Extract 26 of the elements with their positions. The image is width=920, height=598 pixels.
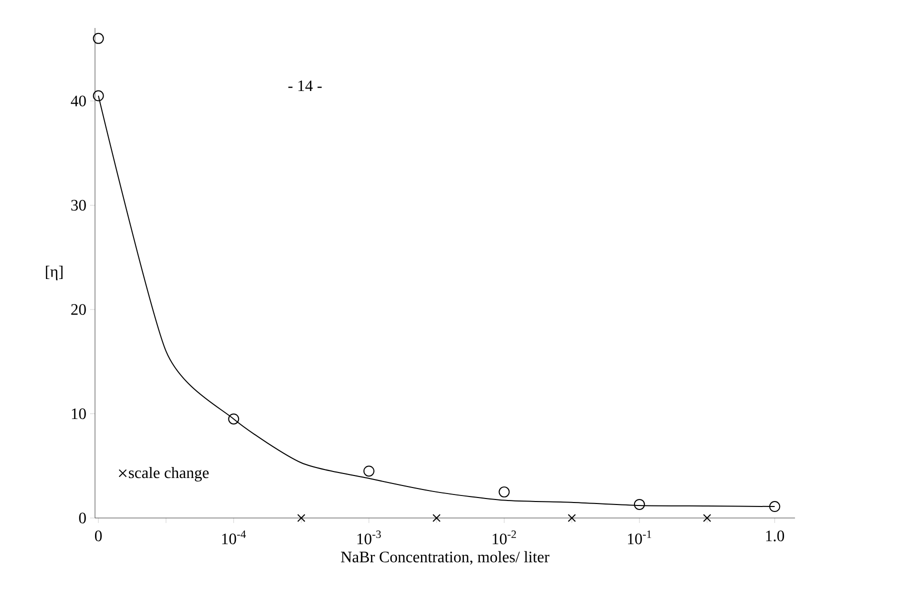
point <box>92 90 104 102</box>
x-tick-label: 10$^{-3}$ <box>357 530 381 544</box>
y-axis-title: [η] <box>46 266 63 280</box>
point <box>363 466 374 477</box>
legend-label: scale change <box>128 466 209 482</box>
y-tick-label: 40 <box>70 96 86 106</box>
x-tick-label: 10$^{-4}$ <box>222 530 246 544</box>
point <box>228 413 240 424</box>
x-tick-label: 10$^{-1}$ <box>628 530 652 544</box>
x-tick-label: 0 <box>95 530 102 542</box>
point <box>297 514 306 522</box>
x-axis-title: NaBr Concentration, moles/ liter <box>340 551 550 565</box>
x-tick-label: 1.0 <box>766 530 784 542</box>
point <box>769 501 780 512</box>
point <box>568 514 576 522</box>
point <box>498 486 510 498</box>
annotation: - 14 - <box>288 80 322 92</box>
point <box>432 514 441 522</box>
y-tick-label: 30 <box>71 200 86 211</box>
point <box>703 514 712 522</box>
x-tick-label: 10$^{-2}$ <box>492 530 516 544</box>
point <box>92 32 104 44</box>
point <box>634 498 645 510</box>
y-tick-label: 0 <box>79 512 86 524</box>
y-tick-label: 10 <box>72 408 86 420</box>
y-tick-label: 20 <box>71 304 86 315</box>
